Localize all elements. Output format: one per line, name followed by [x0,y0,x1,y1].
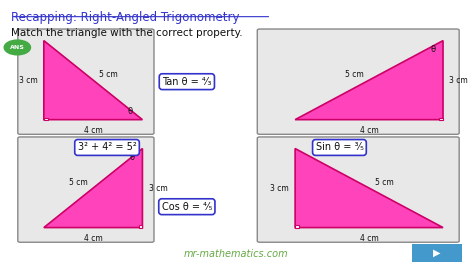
Text: ▶: ▶ [433,248,441,258]
Polygon shape [44,41,142,120]
Text: 5 cm: 5 cm [69,178,88,187]
Text: Match the triangle with the correct property.: Match the triangle with the correct prop… [11,28,242,38]
Polygon shape [139,226,142,228]
Text: Cos θ = ⁴⁄₅: Cos θ = ⁴⁄₅ [162,202,212,212]
Text: ANS: ANS [10,45,25,50]
Text: mr-mathematics.com: mr-mathematics.com [184,249,289,259]
Text: θ: θ [128,107,133,116]
Text: 5 cm: 5 cm [345,70,364,79]
FancyBboxPatch shape [412,244,462,262]
Text: 3 cm: 3 cm [19,76,38,85]
Polygon shape [44,148,142,228]
FancyBboxPatch shape [257,137,459,242]
Polygon shape [439,118,443,120]
Text: Tan θ = ⁴⁄₃: Tan θ = ⁴⁄₃ [162,77,211,87]
Text: Recapping: Right-Angled Trigonometry: Recapping: Right-Angled Trigonometry [11,11,239,24]
FancyBboxPatch shape [18,137,154,242]
Text: 4 cm: 4 cm [360,234,378,243]
Text: 3 cm: 3 cm [148,184,167,193]
FancyBboxPatch shape [257,29,459,134]
Text: 4 cm: 4 cm [84,127,102,135]
Text: θ: θ [129,153,135,162]
FancyBboxPatch shape [18,29,154,134]
Text: 5 cm: 5 cm [375,178,393,187]
Text: 3² + 4² = 5²: 3² + 4² = 5² [78,143,137,152]
Text: 3 cm: 3 cm [270,184,289,193]
Text: 4 cm: 4 cm [360,127,378,135]
Polygon shape [295,226,299,228]
Text: Sin θ = ³⁄₅: Sin θ = ³⁄₅ [316,143,364,152]
Polygon shape [44,118,47,120]
Polygon shape [295,148,443,228]
Text: 4 cm: 4 cm [84,234,102,243]
Text: 3 cm: 3 cm [449,76,468,85]
Polygon shape [295,41,443,120]
Text: 5 cm: 5 cm [99,70,118,79]
Text: θ: θ [430,45,435,54]
Circle shape [4,40,30,55]
